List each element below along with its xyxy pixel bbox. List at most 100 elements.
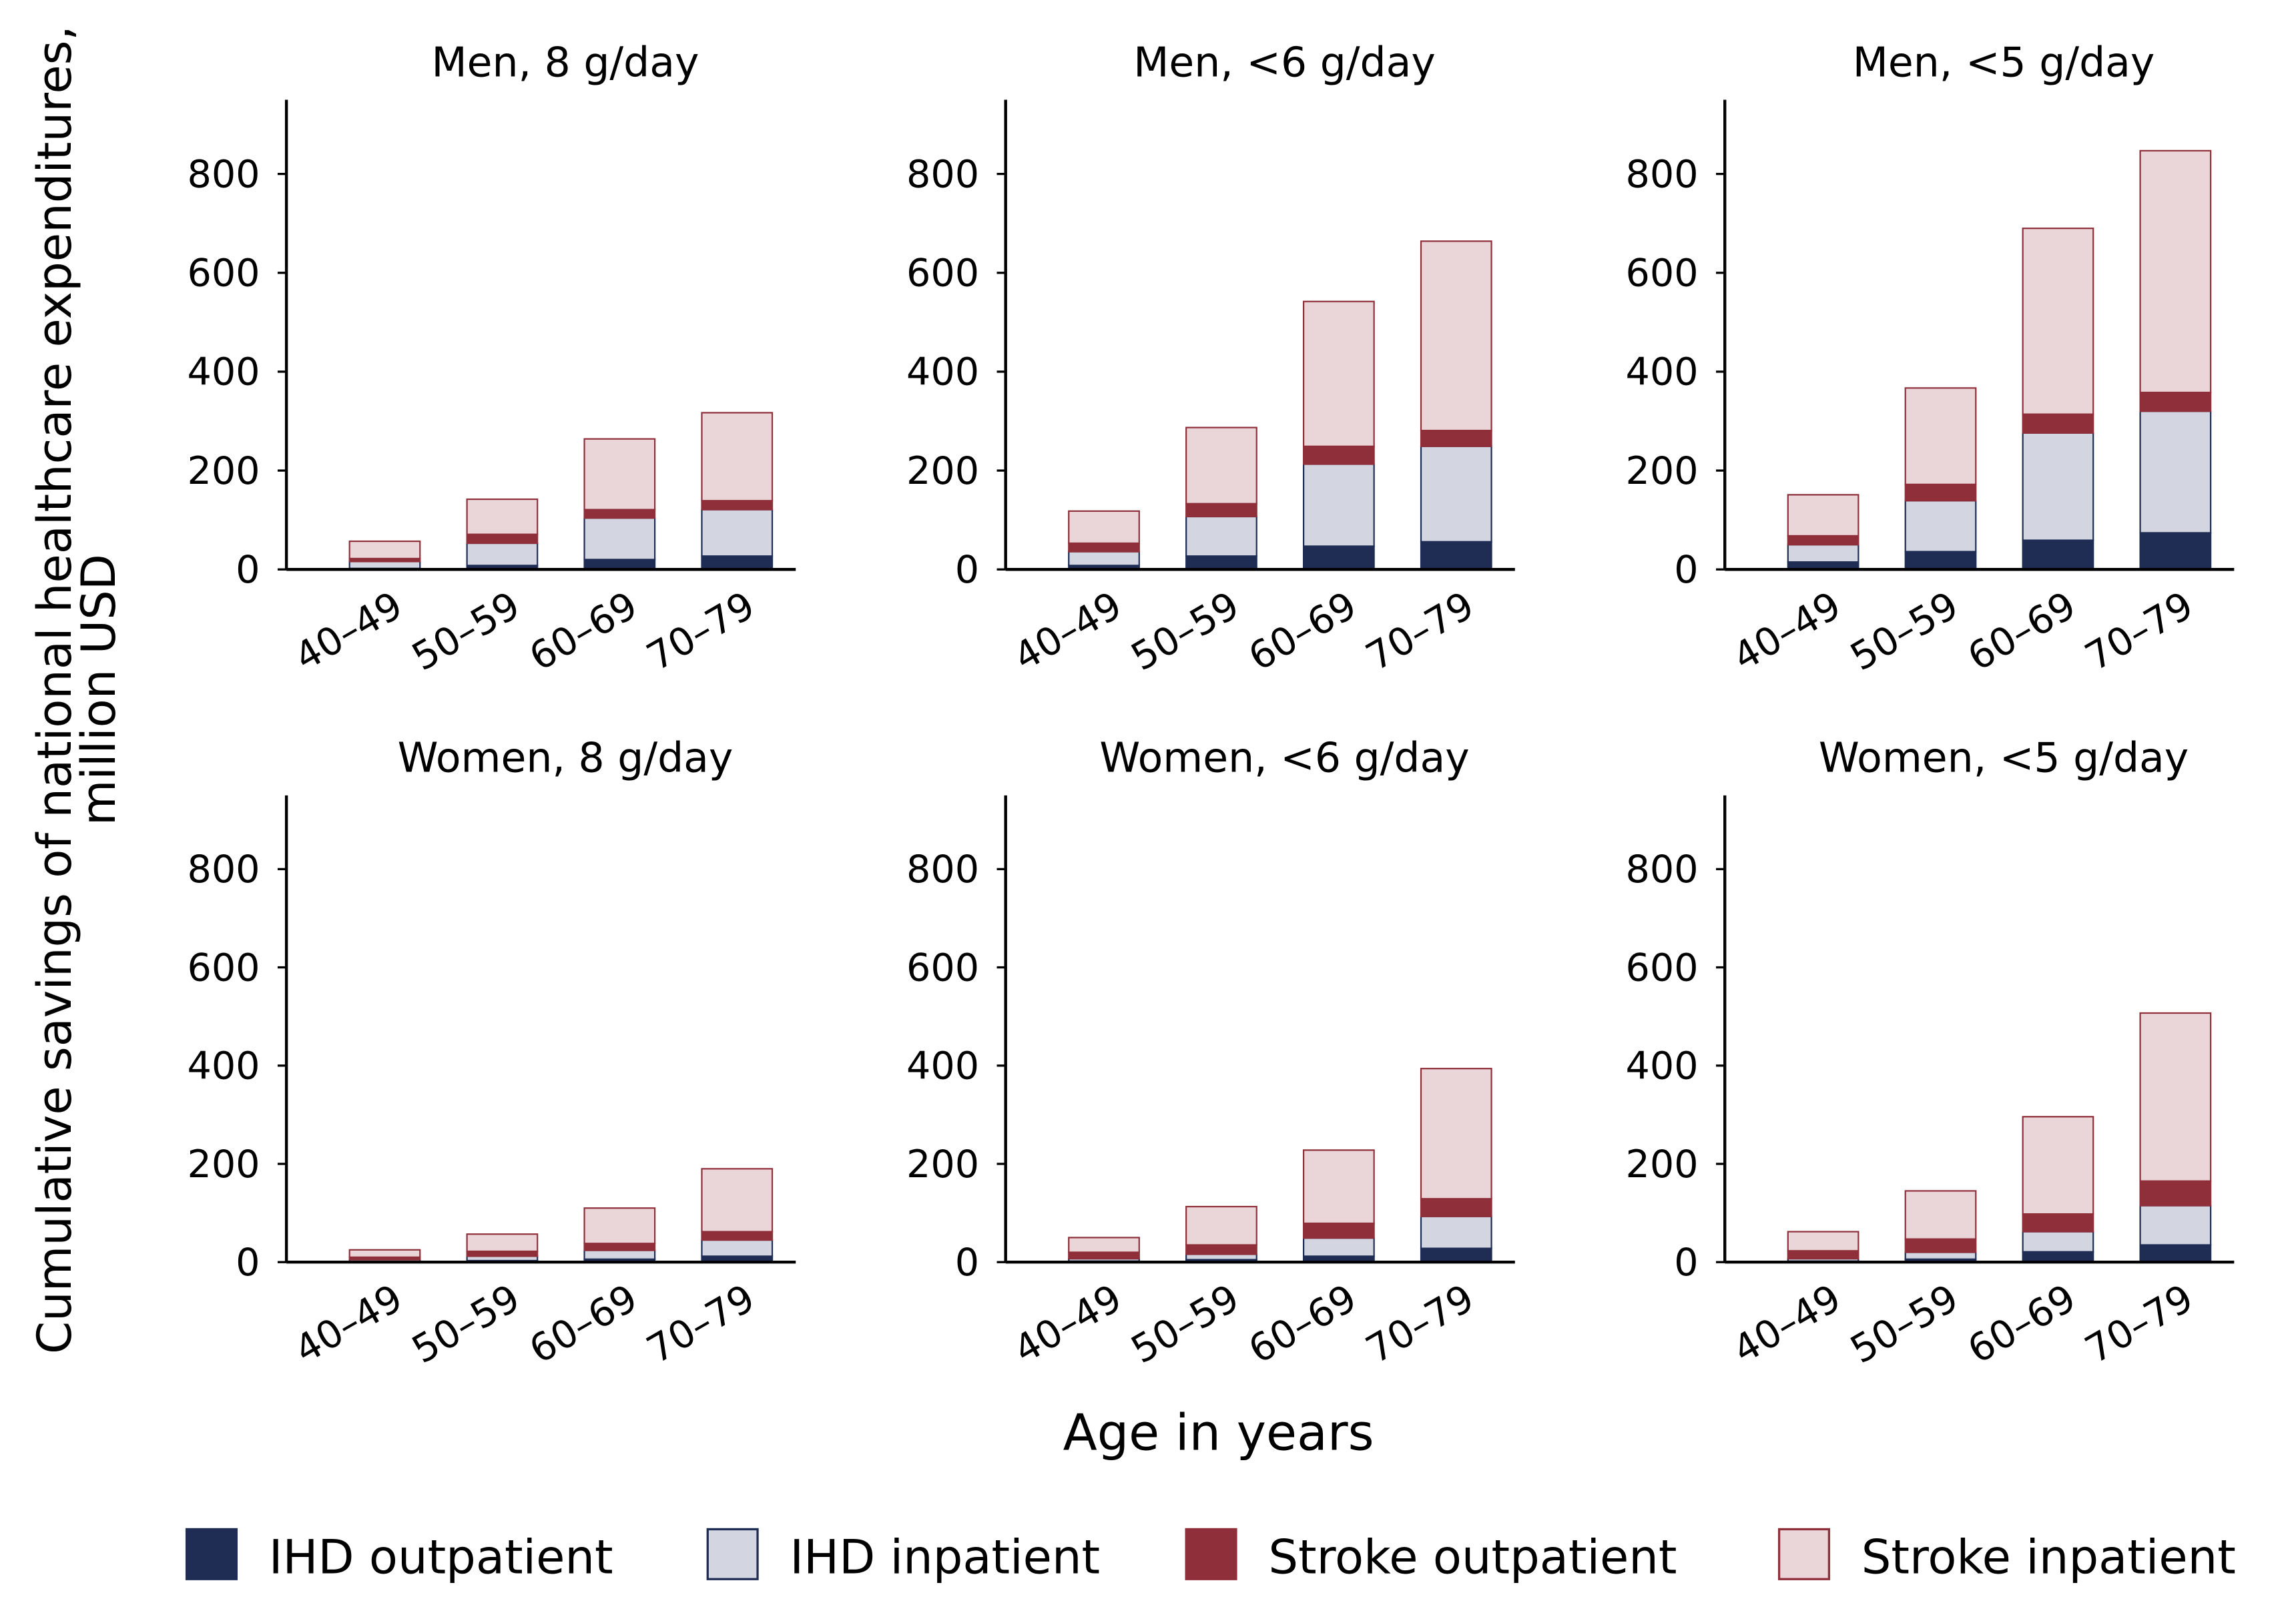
panel-title: Women, <5 g/day [1819,734,2189,782]
bar-segment [1068,1251,1140,1260]
bar-segment [1904,1190,1977,1240]
y-tick-label: 0 [1674,1241,1698,1285]
y-tick-label: 400 [187,1044,260,1088]
bar-segment [1185,1253,1257,1261]
bar-segment [701,509,774,557]
bar-segment [1420,240,1492,432]
y-tick-label: 200 [187,1143,260,1187]
panel: Women, <6 g/day 0 200 400 600 800 40–4950–5960… [906,734,1515,1372]
legend-swatch [185,1528,238,1580]
y-axis-label: Cumulative savings of national healthcar… [27,25,126,1354]
bar-segment [2022,1251,2094,1263]
bar-segment [2022,432,2094,541]
legend-swatch [1185,1528,1237,1580]
panel-title: Men, <5 g/day [1853,38,2155,86]
y-tick-label: 800 [906,152,979,196]
bar-segment [1420,541,1492,571]
bar-segment [2139,149,2212,394]
bar-segment [1303,1149,1375,1225]
panel: Men, <6 g/day 0 200 400 600 800 40–4950–5960–6… [906,38,1515,679]
bar-segment [1787,1231,1859,1252]
bar-segment [466,533,539,545]
bar-segment [1303,545,1375,571]
x-axis-label: Age in years [1063,1404,1374,1462]
y-tick-label: 400 [1626,1044,1699,1088]
y-tick-label: 0 [955,548,979,592]
bar-segment [1904,387,1977,485]
bar-segment [701,500,774,511]
bar-segment [1303,1222,1375,1239]
bar-segment [348,1249,421,1258]
bar-segment [1787,535,1859,546]
x-tick-label: 70–79 [2078,1276,2201,1372]
panel: Men, <5 g/day 0 200 400 600 800 40–4950–5960–6… [1626,38,2235,679]
legend-label: Stroke inpatient [1861,1530,2236,1584]
panel-title: Women, <6 g/day [1099,734,1469,782]
y-tick-label: 800 [187,848,260,892]
bar-segment [1068,551,1140,567]
x-tick-label: 70–79 [1359,583,1482,679]
x-tick-label: 70–79 [639,1276,762,1372]
y-tick-label: 0 [236,548,260,592]
y-tick-label: 600 [1626,946,1699,990]
y-tick-label: 800 [1626,152,1699,196]
bar-segment [1904,500,1977,553]
y-tick-label: 600 [906,252,979,296]
y-tick-label: 800 [187,152,260,196]
bar-segment [1303,300,1375,447]
bar-segment [466,542,539,567]
bar-segment [2139,391,2212,412]
y-tick-label: 600 [187,252,260,296]
bar-segment [1068,510,1140,545]
x-tick-label: 70–79 [1359,1276,1482,1372]
bar-segment [1420,1215,1492,1249]
bar-segment [2139,1012,2212,1182]
bar-segment [1185,515,1257,557]
x-tick-label: 40–49 [288,1276,410,1372]
bar-segment [1068,1237,1140,1253]
y-tick-label: 0 [1674,548,1698,592]
bar-segment [348,540,421,560]
bar-segment [1303,463,1375,547]
bar-segment [1185,426,1257,505]
y-tick-label: 200 [906,449,979,493]
y-axis-label-line: million USD [71,554,126,826]
legend-label: Stroke outpatient [1268,1530,1677,1584]
bar-segment [1904,1238,1977,1253]
bar-segment [1787,1250,1859,1260]
bar-segment [583,509,656,519]
bar-segment [2022,1231,2094,1253]
bar-segment [1904,551,1977,571]
bar-segment [583,1243,656,1251]
bar-segment [1303,1237,1375,1257]
bar-segment [583,438,656,511]
y-tick-label: 800 [906,848,979,892]
x-tick-label: 70–79 [639,583,762,679]
bar-segment [583,517,656,561]
x-tick-label: 50–59 [1843,583,1966,679]
x-tick-label: 40–49 [1726,1276,1849,1372]
bar-segment [701,412,774,502]
bar-segment [2139,532,2212,571]
y-tick-label: 400 [1626,350,1699,394]
x-tick-label: 60–69 [522,1276,645,1372]
bar-segment [466,1250,539,1257]
bar-segment [1185,1205,1257,1246]
bar-segment [583,1249,656,1260]
bar-segment [2022,413,2094,434]
panel: Women, 8 g/day 0 200 400 600 800 40–4950–5960–… [187,734,796,1372]
bar-segment [2139,410,2212,534]
x-tick-label: 60–69 [522,583,645,679]
bar-segment [2139,1205,2212,1246]
x-tick-label: 60–69 [1241,583,1364,679]
bar-segment [701,1231,774,1241]
bar-segment [1904,1251,1977,1260]
panel: Women, <5 g/day 0 200 400 600 800 40–4950–5960… [1626,734,2235,1372]
x-tick-label: 40–49 [1726,583,1849,679]
bar-segment [1420,1068,1492,1200]
bar-segment [583,1207,656,1245]
y-tick-label: 800 [1626,848,1699,892]
bar-segment [348,561,421,569]
